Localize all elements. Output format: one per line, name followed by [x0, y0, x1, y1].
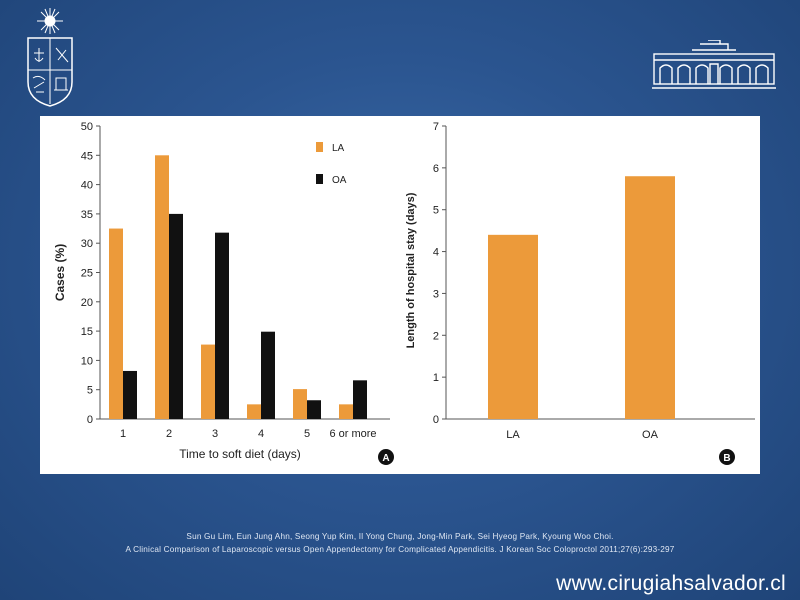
bar-oa-1: [123, 370, 137, 419]
bar-oa-3: [215, 232, 229, 419]
panel-label-text: A: [382, 453, 389, 464]
y-tick-label: 30: [81, 238, 93, 250]
y-tick-label: 2: [433, 330, 439, 342]
y-tick-label: 4: [433, 247, 439, 259]
y-tick-label: 6: [433, 163, 439, 175]
y-tick-label: 50: [81, 121, 93, 133]
chart-b-length-of-hospital-stay: 0 1 2 3 4 5 6 7 LA OA Length of hospital stay (day…: [405, 121, 755, 465]
bar-la-5: [293, 389, 307, 419]
panel-label-text: B: [723, 453, 730, 464]
legend-swatch-oa: [316, 174, 323, 184]
bar-oa-2: [169, 213, 183, 419]
y-tick-label: 5: [433, 205, 439, 217]
website-url[interactable]: www.cirugiahsalvador.cl: [556, 572, 786, 595]
y-axis-title: Cases (%): [53, 244, 67, 301]
bar-la-4: [247, 404, 261, 419]
x-tick-label: 5: [304, 428, 310, 440]
y-tick-label: 10: [81, 355, 93, 367]
y-tick-label: 1: [433, 372, 439, 384]
y-tick-label: 0: [433, 414, 439, 426]
x-tick-label: 4: [258, 428, 264, 440]
x-axis-title: Time to soft diet (days): [179, 447, 301, 461]
figure-panel: 0 5 10 15 20 25 30 35 40 45 50 1 2 3 4 5 6 or more Time t…: [40, 116, 760, 474]
bar-la-6: [339, 404, 353, 419]
legend-label-oa: OA: [332, 175, 347, 186]
x-tick-label: 3: [212, 428, 218, 440]
bar-oa: [625, 176, 675, 419]
y-tick-label: 5: [87, 385, 93, 397]
y-tick-label: 35: [81, 209, 93, 221]
building-facade-icon: [652, 40, 776, 89]
y-tick-label: 20: [81, 297, 93, 309]
y-tick-label: 25: [81, 268, 93, 280]
x-tick-label: LA: [506, 429, 520, 441]
y-tick-label: 0: [87, 414, 93, 426]
y-tick-label: 7: [433, 121, 439, 133]
citation-title: A Clinical Comparison of Laparoscopic ve…: [125, 545, 675, 554]
x-tick-label: 1: [120, 428, 126, 440]
legend-label-la: LA: [332, 143, 345, 154]
bar-la-2: [155, 155, 169, 420]
legend-swatch-la: [316, 142, 323, 152]
bar-oa-4: [261, 331, 275, 419]
y-tick-label: 15: [81, 326, 93, 338]
bar-oa-5: [307, 400, 321, 419]
bar-la: [488, 234, 538, 419]
y-tick-label: 40: [81, 180, 93, 192]
x-tick-label: 2: [166, 428, 172, 440]
y-tick-label: 3: [433, 288, 439, 300]
bar-la-1: [109, 228, 123, 419]
y-tick-label: 45: [81, 150, 93, 162]
panel-label-badge: [378, 449, 394, 465]
panel-label-badge: [719, 449, 735, 465]
bar-oa-6: [353, 380, 367, 419]
university-shield-emblem-icon: [27, 8, 73, 107]
x-tick-label: 6 or more: [329, 428, 376, 440]
x-tick-label: OA: [642, 429, 659, 441]
y-axis-title: Length of hospital stay (days): [405, 192, 417, 348]
citation-authors: Sun Gu Lim, Eun Jung Ahn, Seong Yup Kim,…: [186, 532, 614, 541]
bar-la-3: [201, 344, 215, 419]
